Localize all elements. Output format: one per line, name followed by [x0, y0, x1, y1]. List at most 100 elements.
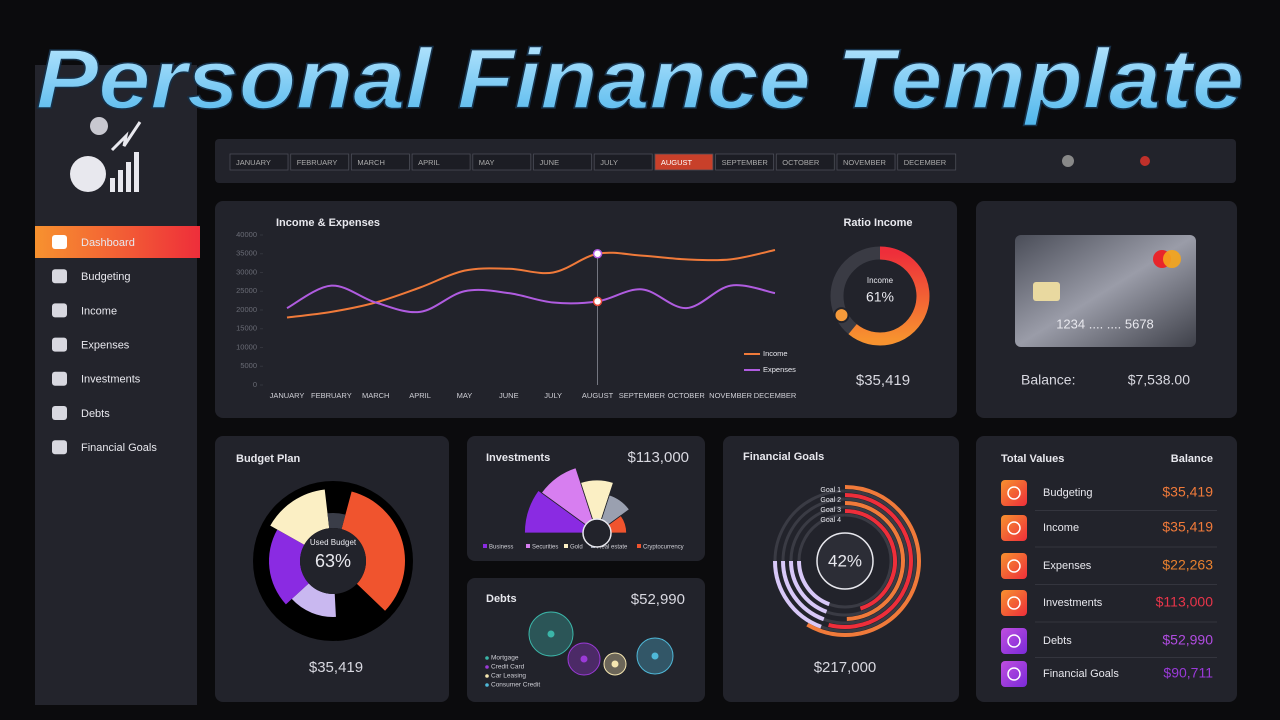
legend-label: Income — [763, 349, 788, 358]
menu-item[interactable]: Financial Goals — [81, 442, 157, 454]
x-tick-label: MAY — [457, 391, 473, 400]
x-tick-label: APRIL — [409, 391, 431, 400]
x-tick-label: NOVEMBER — [709, 391, 753, 400]
balance-value: $7,538.00 — [1128, 372, 1190, 388]
month-label[interactable]: JUNE — [540, 158, 560, 167]
row-name: Debts — [1043, 635, 1072, 647]
y-tick-label: 5000 — [240, 361, 257, 370]
month-button[interactable] — [715, 153, 774, 171]
month-label[interactable]: DECEMBER — [904, 158, 947, 167]
row-icon — [1001, 515, 1027, 541]
logo-coin — [90, 117, 108, 135]
logo-bar — [126, 162, 131, 192]
row-name: Expenses — [1043, 560, 1092, 572]
chart-title: Financial Goals — [743, 451, 824, 463]
bubble-core — [651, 652, 659, 660]
menu-icon — [52, 371, 67, 386]
bubble-core — [580, 655, 588, 663]
y-tick-label: 25000 — [236, 286, 257, 295]
row-name: Financial Goals — [1043, 668, 1119, 680]
legend-label: Real estate — [597, 545, 628, 551]
month-button[interactable] — [290, 153, 350, 171]
donut-segment — [291, 583, 336, 618]
month-label[interactable]: AUGUST — [661, 158, 693, 167]
month-button[interactable] — [836, 153, 896, 171]
chart-title: Budget Plan — [236, 453, 300, 465]
goal-track — [797, 513, 893, 609]
goal-decor — [781, 560, 825, 622]
month-label[interactable]: JULY — [600, 158, 618, 167]
month-button[interactable] — [350, 153, 410, 171]
menu-item[interactable]: Investments — [81, 374, 141, 386]
y-tick-label: 35000 — [236, 249, 257, 258]
menu-icon — [52, 440, 67, 455]
chart-title: Investments — [486, 452, 550, 464]
y-tick-label: 20000 — [236, 305, 257, 314]
theme-moon-icon[interactable] — [1140, 156, 1150, 166]
month-button[interactable] — [654, 153, 714, 171]
menu-icon — [52, 303, 67, 318]
goals-chart: Goal 1 Goal 2 Goal 3 Goal 4 — [773, 485, 921, 637]
month-button[interactable] — [411, 153, 471, 171]
banner-title: Personal Finance Template — [36, 32, 1244, 126]
theme-sun-icon[interactable] — [1062, 155, 1074, 167]
row-icon — [1001, 553, 1027, 579]
month-label[interactable]: SEPTEMBER — [722, 158, 769, 167]
goal-track — [789, 505, 901, 617]
donut-hole — [300, 528, 366, 594]
menu-item[interactable]: Expenses — [81, 340, 130, 352]
month-label[interactable]: NOVEMBER — [843, 158, 887, 167]
row-icon-glyph — [1007, 667, 1021, 681]
card-number: 1234 .... .... 5678 — [1056, 316, 1154, 331]
menu-item[interactable]: Dashboard — [81, 237, 135, 249]
menu-item[interactable]: Budgeting — [81, 271, 131, 283]
menu-item[interactable]: Income — [81, 305, 117, 317]
y-tick-label: 30000 — [236, 267, 257, 276]
row-icon — [1001, 628, 1027, 654]
month-label[interactable]: OCTOBER — [782, 158, 820, 167]
row-name: Investments — [1043, 597, 1103, 609]
sidebar-menu: Dashboard Budgeting Income Expenses Investme… — [35, 226, 200, 455]
goal-decor — [789, 560, 828, 614]
donut-segment — [341, 491, 405, 611]
month-label[interactable]: MAY — [479, 158, 495, 167]
month-button[interactable] — [897, 153, 957, 171]
month-label[interactable]: JANUARY — [236, 158, 271, 167]
card-chip — [1033, 282, 1060, 301]
goal-decor — [773, 560, 822, 629]
row-value: $22,263 — [1162, 557, 1213, 573]
legend-label: Mortgage — [491, 655, 519, 662]
donut-segment — [327, 513, 346, 530]
goal-label: Goal 3 — [820, 507, 841, 514]
goal-arc — [828, 493, 913, 629]
month-button[interactable] — [229, 153, 289, 171]
menu-item[interactable]: Debts — [81, 408, 110, 420]
debts-chart: Mortgage Credit Card Car Leasing Consumer C… — [485, 611, 674, 689]
row-icon-glyph — [1007, 596, 1021, 610]
month-label[interactable]: MARCH — [357, 158, 385, 167]
amount: $217,000 — [814, 659, 877, 676]
legend-swatch — [564, 544, 568, 548]
month-button[interactable] — [472, 153, 532, 171]
month-button[interactable] — [593, 153, 653, 171]
row-icon-glyph — [1007, 559, 1021, 573]
line-series — [286, 284, 776, 314]
month-button[interactable] — [533, 153, 592, 171]
goal-label: Goal 1 — [820, 487, 841, 494]
donut-value-label: 63% — [315, 551, 351, 571]
month-label[interactable]: APRIL — [418, 158, 440, 167]
goal-arc — [844, 509, 897, 611]
menu-icon — [52, 337, 67, 352]
selected-point — [592, 296, 603, 307]
legend-swatch — [637, 544, 641, 548]
month-label[interactable]: FEBRUARY — [297, 158, 338, 167]
goal-track — [781, 497, 909, 625]
donut-segment — [268, 529, 309, 605]
table-title: Total Values — [1001, 453, 1064, 465]
chart-title: Debts — [486, 593, 517, 605]
legend-label: Cryptocurrency — [643, 545, 684, 551]
month-button[interactable] — [775, 153, 835, 171]
menu-icon — [52, 235, 67, 249]
donut-arc — [848, 246, 930, 346]
